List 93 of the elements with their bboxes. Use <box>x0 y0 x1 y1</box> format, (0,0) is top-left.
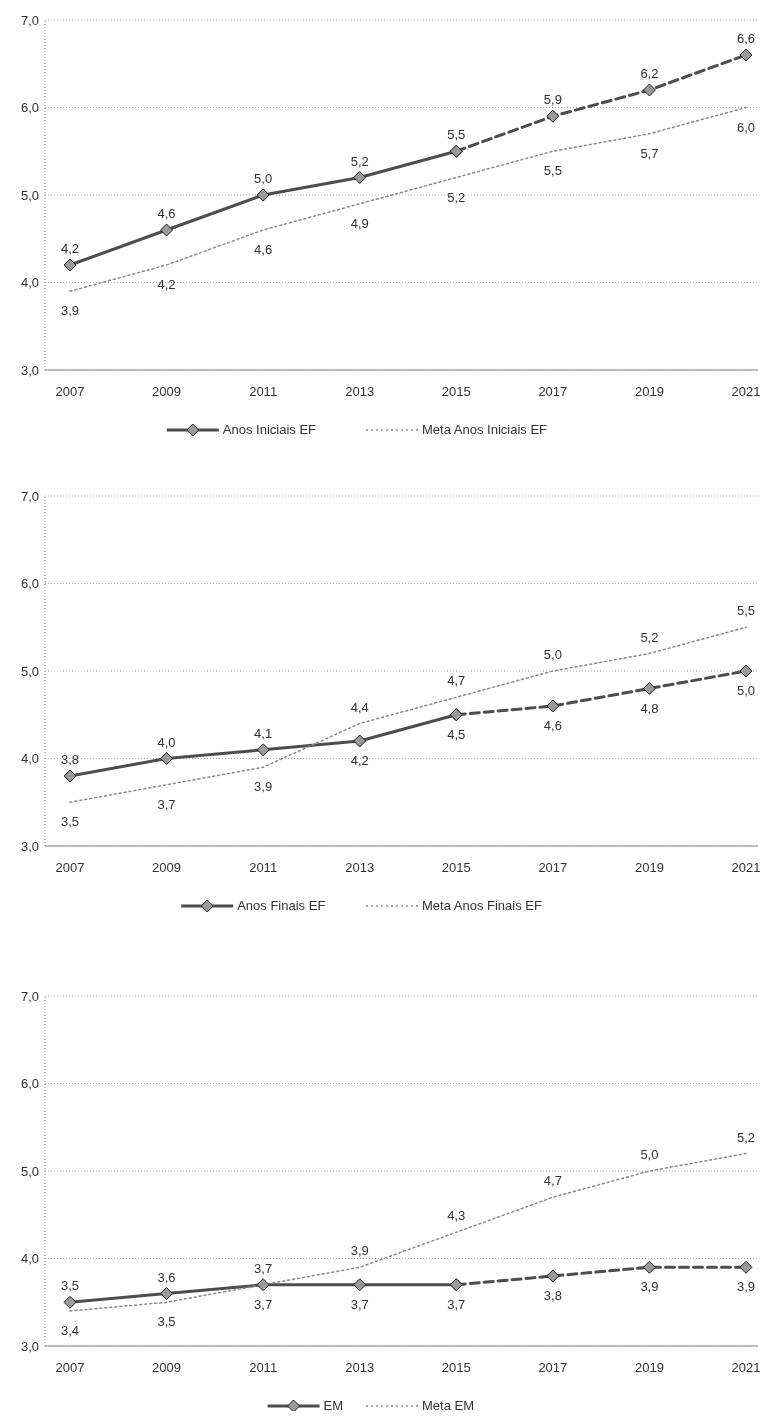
data-label: 3,5 <box>60 1278 80 1294</box>
data-label: 4,9 <box>350 215 369 231</box>
y-tick-label: 5,0 <box>20 187 39 203</box>
data-label: 4,6 <box>254 242 273 257</box>
data-label: 4,6 <box>157 206 176 221</box>
data-label: 3,7 <box>350 1296 369 1312</box>
data-label: 3,5 <box>60 814 80 830</box>
data-label: 5,5 <box>447 127 466 143</box>
x-tick-label: 2011 <box>249 384 278 399</box>
x-tick-label: 2015 <box>441 1360 471 1375</box>
x-tick-label: 2015 <box>441 860 471 875</box>
y-tick-label: 6,0 <box>20 576 39 592</box>
data-label: 5,0 <box>543 647 562 662</box>
data-label: 4,2 <box>350 753 369 768</box>
data-label: 5,9 <box>543 92 562 108</box>
data-label: 5,2 <box>736 1129 756 1145</box>
x-tick-label: 2019 <box>634 384 664 399</box>
data-label: 3,9 <box>640 1279 659 1295</box>
legend-label: Anos Finais EF <box>237 898 326 913</box>
data-label: 4,6 <box>543 718 562 733</box>
data-label: 6,0 <box>736 119 756 135</box>
data-label: 5,0 <box>640 1147 659 1162</box>
y-tick-label: 4,0 <box>20 1251 39 1267</box>
data-label: 3,7 <box>254 1296 273 1312</box>
legend-label: Anos Iniciais EF <box>222 422 317 437</box>
data-label: 3,9 <box>254 779 273 795</box>
data-label: 3,6 <box>157 1269 176 1285</box>
y-tick-label: 4,0 <box>20 275 39 291</box>
y-tick-label: 3,0 <box>20 838 39 854</box>
data-label: 5,2 <box>447 189 466 205</box>
data-label: 3,9 <box>736 1279 756 1295</box>
y-tick-label: 3,0 <box>20 1338 39 1354</box>
x-tick-label: 2011 <box>249 860 278 875</box>
x-tick-label: 2013 <box>345 384 375 399</box>
data-label: 3,5 <box>157 1314 176 1330</box>
data-label: 6,2 <box>640 66 659 81</box>
y-tick-label: 5,0 <box>20 1163 39 1179</box>
y-tick-label: 5,0 <box>20 663 39 679</box>
x-tick-label: 2013 <box>345 1360 375 1375</box>
data-label: 5,7 <box>640 145 659 161</box>
data-label: 4,7 <box>447 673 466 689</box>
data-label: 3,8 <box>60 752 80 767</box>
y-tick-label: 3,0 <box>20 362 39 378</box>
data-label: 4,2 <box>60 241 80 256</box>
x-tick-label: 2019 <box>634 1360 664 1375</box>
data-label: 3,4 <box>60 1323 80 1338</box>
x-tick-label: 2019 <box>634 860 664 875</box>
x-tick-label: 2013 <box>345 860 375 875</box>
data-label: 5,5 <box>543 163 562 179</box>
x-tick-label: 2021 <box>731 384 761 399</box>
legend-label: Meta Anos Iniciais EF <box>422 422 548 437</box>
data-label: 3,8 <box>543 1288 562 1303</box>
x-tick-label: 2015 <box>441 384 471 399</box>
data-label: 5,2 <box>640 629 659 645</box>
y-tick-label: 7,0 <box>20 988 39 1004</box>
x-tick-label: 2021 <box>731 860 761 875</box>
x-tick-label: 2007 <box>55 860 85 875</box>
data-label: 4,3 <box>447 1208 466 1224</box>
data-label: 4,2 <box>157 277 176 292</box>
data-label: 4,4 <box>350 699 369 715</box>
data-label: 4,1 <box>254 725 273 741</box>
x-tick-label: 2017 <box>538 860 568 875</box>
data-label: 3,7 <box>447 1296 466 1312</box>
x-tick-label: 2011 <box>249 1360 278 1375</box>
x-tick-label: 2007 <box>55 384 85 399</box>
x-tick-label: 2017 <box>538 1360 568 1375</box>
data-label: 6,6 <box>736 31 756 46</box>
data-label: 3,7 <box>157 796 176 812</box>
legend-label: Meta EM <box>422 1398 475 1413</box>
y-tick-label: 4,0 <box>20 751 39 767</box>
data-label: 5,2 <box>350 153 369 169</box>
x-tick-label: 2021 <box>731 1360 761 1375</box>
data-label: 4,5 <box>447 726 466 742</box>
x-tick-label: 2009 <box>152 1360 182 1375</box>
y-tick-label: 7,0 <box>20 488 39 504</box>
data-label: 4,7 <box>543 1173 562 1189</box>
legend-label: Meta Anos Finais EF <box>422 898 542 913</box>
y-tick-label: 6,0 <box>20 1076 39 1092</box>
data-label: 3,9 <box>350 1243 369 1259</box>
x-tick-label: 2009 <box>152 384 182 399</box>
x-tick-label: 2009 <box>152 860 182 875</box>
data-label: 5,0 <box>736 683 756 698</box>
legend-label: EM <box>323 1398 344 1413</box>
x-tick-label: 2007 <box>55 1360 85 1375</box>
data-label: 4,8 <box>640 700 659 716</box>
data-label: 4,0 <box>157 734 176 750</box>
x-tick-label: 2017 <box>538 384 568 399</box>
data-label: 5,0 <box>254 171 273 186</box>
data-label: 3,7 <box>254 1260 273 1276</box>
y-tick-label: 7,0 <box>20 12 39 28</box>
data-label: 3,9 <box>60 303 80 319</box>
y-tick-label: 6,0 <box>20 100 39 116</box>
data-label: 5,5 <box>736 603 756 619</box>
